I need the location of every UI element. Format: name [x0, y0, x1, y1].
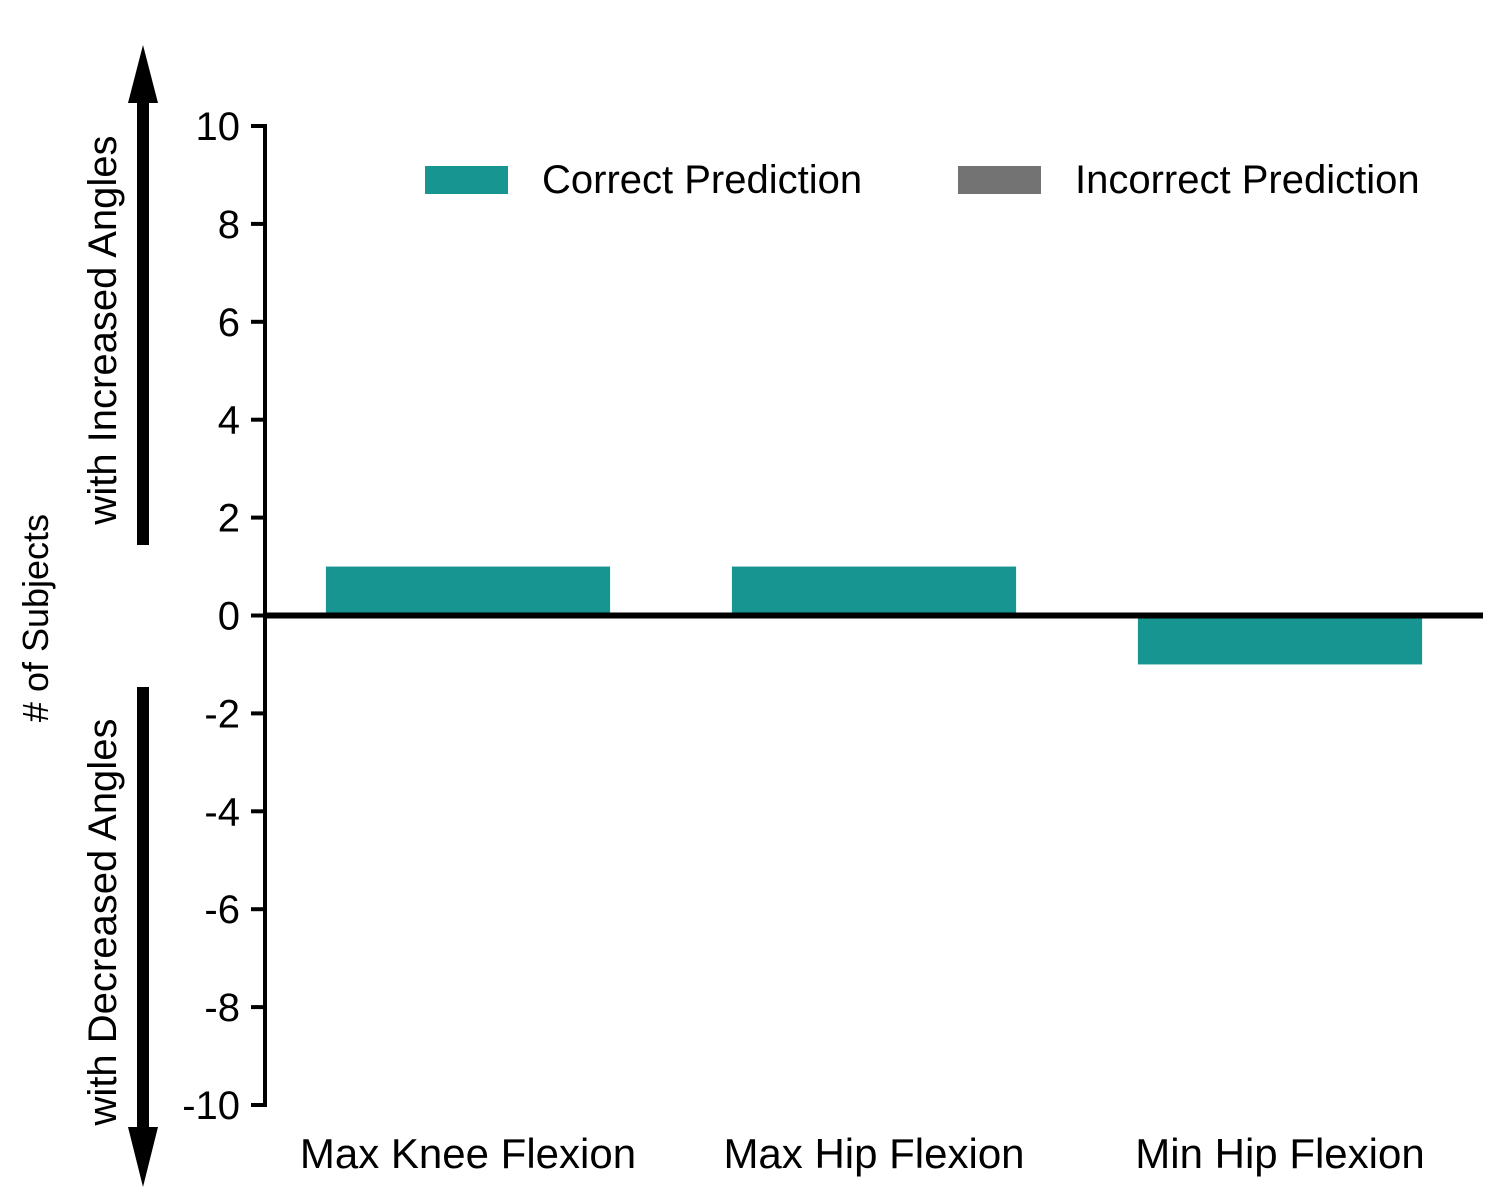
x-category-label: Max Hip Flexion — [723, 1130, 1024, 1177]
category-labels: Max Knee Flexion Max Hip Flexion Min Hip F… — [300, 1130, 1425, 1177]
up-arrow-head — [128, 45, 158, 103]
y-tick-label: 6 — [218, 301, 240, 345]
x-category-label: Max Knee Flexion — [300, 1130, 636, 1177]
legend: Correct Prediction Incorrect Prediction — [425, 158, 1420, 202]
legend-label: Correct Prediction — [542, 158, 862, 202]
legend-label: Incorrect Prediction — [1075, 158, 1420, 202]
bar-max-knee-flexion — [325, 566, 611, 616]
legend-swatch — [958, 166, 1041, 194]
bar-max-hip-flexion — [731, 566, 1017, 616]
y-tick-label: 2 — [218, 497, 240, 541]
y-tick-label: -6 — [204, 888, 240, 932]
y-axis-label-decreased: with Decreased Angles — [81, 719, 125, 1127]
x-category-label: Min Hip Flexion — [1135, 1130, 1424, 1177]
y-tick-label: 10 — [196, 105, 241, 149]
direction-arrows — [128, 45, 158, 1187]
y-tick-label: 8 — [218, 203, 240, 247]
y-tick-label: -8 — [204, 986, 240, 1030]
bars — [325, 566, 1423, 665]
bar-min-hip-flexion — [1137, 615, 1423, 665]
y-tick-label: 4 — [218, 399, 240, 443]
y-axis-label-increased: with Increased Angles — [81, 135, 125, 525]
y-axis: 10 8 6 4 2 0 -2 -4 -6 -8 -10 — [182, 105, 267, 1128]
y-tick-label: -10 — [182, 1084, 240, 1128]
y-axis-title: # of Subjects — [15, 514, 56, 722]
down-arrow-head — [128, 1127, 158, 1187]
y-tick-label: -2 — [204, 692, 240, 736]
y-tick-label: 0 — [218, 595, 240, 639]
y-tick-label: -4 — [204, 790, 240, 834]
legend-swatch — [425, 166, 508, 194]
